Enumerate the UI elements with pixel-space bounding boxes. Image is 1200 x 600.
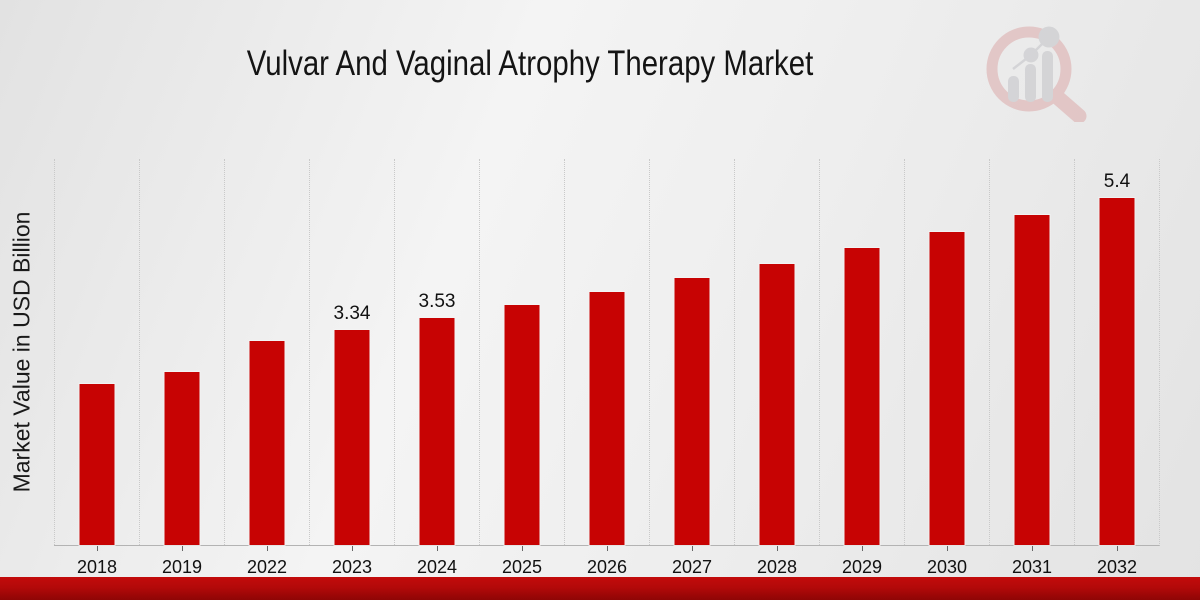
y-axis-label: Market Value in USD Billion	[8, 211, 35, 493]
plot-area: 2018 2019 2022 3.34 2023 3.53 2024 2025 2026 2027…	[54, 159, 1160, 577]
x-axis-tick	[97, 546, 98, 551]
x-tick-label-2018: 2018	[76, 557, 118, 577]
chart-title: Vulvar And Vaginal Atrophy Therapy Marke…	[246, 44, 814, 83]
x-tick-label-2026: 2026	[586, 557, 628, 577]
bar-2023	[334, 330, 370, 545]
bar-2022	[249, 341, 285, 545]
x-axis-tick	[352, 546, 353, 551]
x-axis-tick	[1032, 546, 1033, 551]
x-axis-tick	[607, 546, 608, 551]
category-cell-2023: 3.34 2023	[309, 159, 394, 577]
category-cell-2025: 2025	[479, 159, 564, 577]
x-tick-label-2028: 2028	[756, 557, 798, 577]
category-cell-2027: 2027	[649, 159, 734, 577]
category-cell-2029: 2029	[819, 159, 904, 577]
bar-2030	[929, 232, 965, 545]
bar-2027	[674, 278, 710, 545]
x-tick-label-2030: 2030	[926, 557, 968, 577]
data-label-2023: 3.34	[333, 303, 371, 324]
bar-2029	[844, 248, 880, 545]
x-axis-tick	[947, 546, 948, 551]
x-tick-label-2023: 2023	[331, 557, 373, 577]
x-axis-tick	[777, 546, 778, 551]
bar-2019	[164, 372, 200, 545]
category-cell-2026: 2026	[564, 159, 649, 577]
x-axis-tick	[862, 546, 863, 551]
x-tick-label-2019: 2019	[161, 557, 203, 577]
data-label-2024: 3.53	[418, 291, 456, 312]
x-tick-label-2032: 2032	[1096, 557, 1138, 577]
x-axis-tick	[182, 546, 183, 551]
x-axis-tick	[437, 546, 438, 551]
x-axis-tick	[522, 546, 523, 551]
x-axis-tick	[1117, 546, 1118, 551]
x-axis-tick	[692, 546, 693, 551]
category-cell-2018: 2018	[54, 159, 139, 577]
category-cell-2031: 2031	[989, 159, 1074, 577]
category-cell-2030: 2030	[904, 159, 989, 577]
magnifier-bar-chart-logo-icon	[986, 26, 1087, 122]
category-cell-2028: 2028	[734, 159, 819, 577]
bar-2031	[1014, 215, 1050, 545]
x-axis-tick	[267, 546, 268, 551]
bar-2028	[759, 264, 795, 545]
x-tick-label-2022: 2022	[246, 557, 288, 577]
x-tick-label-2027: 2027	[671, 557, 713, 577]
category-cell-2019: 2019	[139, 159, 224, 577]
x-tick-label-2025: 2025	[501, 557, 543, 577]
bar-2018	[79, 384, 115, 545]
footer-banner	[0, 577, 1200, 600]
x-tick-label-2031: 2031	[1011, 557, 1053, 577]
bar-2032	[1099, 198, 1135, 545]
category-cell-2022: 2022	[224, 159, 309, 577]
x-tick-label-2024: 2024	[416, 557, 458, 577]
bar-2026	[589, 292, 625, 545]
category-cell-2032: 5.4 2032	[1074, 159, 1159, 577]
bar-2024	[419, 318, 455, 545]
data-label-2032: 5.4	[1103, 171, 1131, 192]
x-tick-label-2029: 2029	[841, 557, 883, 577]
bar-2025	[504, 305, 540, 545]
category-cell-2024: 3.53 2024	[394, 159, 479, 577]
